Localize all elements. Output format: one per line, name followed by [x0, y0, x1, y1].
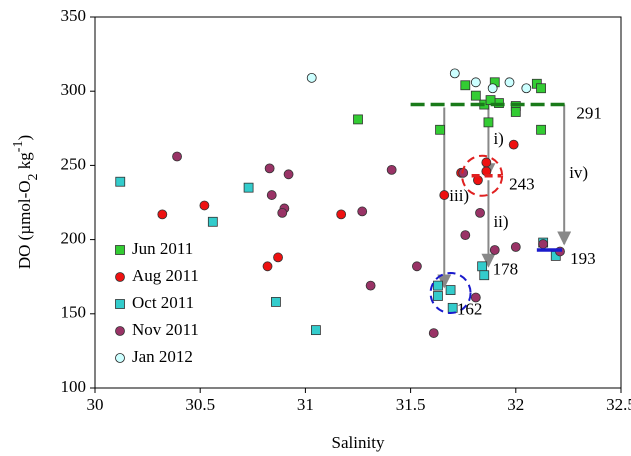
highlight-circle — [461, 154, 504, 197]
legend-label: Aug 2011 — [132, 266, 199, 285]
point — [445, 285, 456, 295]
x-tick-label: 31.5 — [396, 395, 426, 414]
point — [460, 230, 471, 241]
point — [483, 117, 494, 128]
reference-label: 243 — [509, 175, 535, 194]
arrow-label: ii) — [493, 212, 508, 231]
plot-frame — [94, 16, 622, 389]
point — [485, 95, 496, 106]
legend-marker — [115, 326, 125, 336]
point — [470, 77, 481, 88]
x-axis-label: Salinity — [332, 433, 385, 452]
point — [311, 325, 321, 336]
point — [271, 297, 281, 307]
y-label-part: DO (µmol-O — [15, 180, 34, 269]
point — [357, 206, 368, 217]
point — [306, 72, 317, 83]
x-tick-label: 30.5 — [185, 395, 215, 414]
point — [460, 80, 471, 91]
point — [536, 83, 546, 94]
point — [489, 245, 500, 255]
highlight-circle — [429, 272, 472, 315]
arrow-label: iv) — [569, 163, 588, 182]
point — [510, 107, 521, 117]
arrow-label: i) — [493, 129, 503, 148]
point — [504, 77, 515, 88]
point — [428, 328, 439, 338]
legend-marker — [115, 272, 125, 282]
y-tick-label: 250 — [61, 154, 87, 173]
point — [283, 169, 294, 180]
point — [536, 124, 546, 135]
point — [449, 68, 460, 79]
point — [481, 157, 492, 168]
point — [273, 252, 283, 263]
legend-label: Nov 2011 — [132, 320, 199, 339]
point — [487, 83, 498, 94]
y-label-part: kg — [15, 152, 34, 174]
point — [479, 270, 490, 281]
reference-label: 291 — [576, 103, 602, 122]
point — [508, 139, 519, 150]
point — [199, 200, 210, 211]
point — [412, 261, 422, 272]
point — [264, 163, 275, 174]
y-label-sub: 2 — [26, 173, 41, 180]
y-tick-label: 150 — [61, 303, 87, 322]
y-tick-label: 200 — [61, 229, 87, 248]
legend-marker — [115, 353, 125, 363]
y-tick-label: 100 — [61, 377, 87, 396]
point — [510, 242, 521, 252]
point — [336, 209, 347, 220]
point — [243, 182, 254, 193]
legend-label: Oct 2011 — [132, 293, 194, 312]
point — [470, 90, 481, 101]
point — [475, 207, 485, 218]
y-axis-label: DO (µmol-O2 kg-1) — [11, 135, 41, 269]
point — [157, 209, 168, 220]
point — [538, 239, 549, 249]
reference-label: 193 — [570, 249, 596, 268]
x-tick-label: 30 — [87, 395, 104, 414]
annotation-label: 162 — [457, 300, 483, 319]
point — [353, 114, 363, 125]
point — [447, 302, 458, 313]
y-label-sup: -1 — [11, 141, 26, 153]
y-tick-label: 350 — [61, 6, 87, 25]
point — [277, 207, 288, 218]
point — [521, 83, 532, 94]
point — [433, 291, 443, 301]
x-tick-label: 32 — [507, 395, 524, 414]
legend-marker — [115, 245, 125, 255]
point — [262, 261, 273, 272]
point — [115, 176, 126, 187]
y-tick-label: 300 — [61, 80, 87, 99]
point — [470, 292, 481, 303]
point — [477, 261, 488, 272]
point — [207, 216, 218, 227]
y-label-part: ) — [15, 135, 34, 141]
legend-label: Jan 2012 — [132, 347, 193, 366]
annotation-label: 178 — [493, 260, 519, 279]
point — [439, 190, 450, 200]
point — [266, 190, 277, 200]
arrow-label: iii) — [449, 186, 469, 205]
point — [386, 164, 397, 175]
legend-marker — [115, 299, 125, 309]
point — [433, 280, 443, 291]
x-tick-label: 32.5 — [606, 395, 631, 414]
point — [365, 280, 376, 291]
x-tick-label: 31 — [297, 395, 314, 414]
legend-label: Jun 2011 — [132, 239, 193, 258]
point — [172, 151, 182, 162]
point — [435, 124, 445, 135]
